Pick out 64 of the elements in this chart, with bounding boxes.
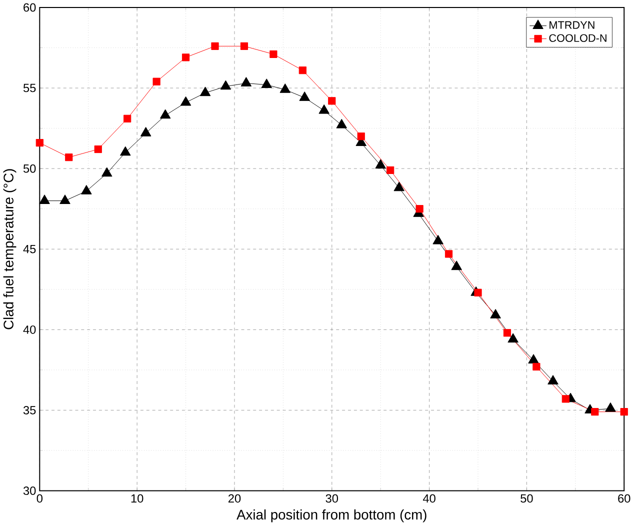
x-tick-label: 30 bbox=[326, 494, 338, 503]
legend-label: MTRDYN bbox=[550, 21, 594, 29]
x-tick-label: 20 bbox=[228, 494, 241, 503]
point bbox=[451, 260, 462, 270]
point bbox=[182, 54, 190, 62]
point bbox=[160, 109, 171, 119]
x-tick-label: 40 bbox=[422, 494, 436, 503]
point bbox=[60, 194, 70, 204]
y-tick-label: 30 bbox=[23, 486, 36, 496]
point bbox=[444, 250, 453, 258]
y-tick-label: 35 bbox=[23, 406, 36, 415]
point bbox=[394, 182, 404, 192]
point bbox=[416, 205, 424, 213]
x-tick-label: 10 bbox=[131, 494, 144, 503]
x-tick-label: 50 bbox=[520, 494, 533, 503]
y-axis-title: Clad fuel temperature (°C) bbox=[3, 169, 16, 330]
point bbox=[140, 127, 152, 137]
point bbox=[152, 78, 160, 86]
point bbox=[386, 166, 394, 174]
y-tick-label: 50 bbox=[23, 164, 36, 173]
point bbox=[532, 363, 540, 371]
point bbox=[270, 50, 278, 58]
y-tick-label: 45 bbox=[23, 245, 36, 254]
point bbox=[591, 408, 599, 416]
y-tick-label: 40 bbox=[23, 326, 36, 334]
point bbox=[562, 395, 570, 403]
point bbox=[200, 86, 211, 96]
point bbox=[65, 154, 73, 162]
point bbox=[101, 167, 112, 177]
point bbox=[508, 333, 518, 343]
point bbox=[605, 402, 616, 412]
point bbox=[261, 78, 272, 88]
point bbox=[298, 66, 306, 74]
point bbox=[548, 375, 558, 385]
y-tick-label: 60 bbox=[24, 3, 36, 12]
point bbox=[336, 119, 348, 128]
point bbox=[36, 139, 44, 147]
point bbox=[180, 96, 192, 106]
point bbox=[220, 80, 232, 90]
point bbox=[357, 132, 365, 140]
legend-label: COOLOD-N bbox=[549, 34, 606, 42]
point bbox=[503, 329, 512, 337]
point bbox=[39, 194, 50, 204]
point bbox=[432, 235, 444, 244]
x-tick-label: 0 bbox=[36, 494, 42, 503]
x-axis-title: Axial position from bottom (cm) bbox=[236, 510, 426, 522]
x-tick-label: 60 bbox=[618, 494, 630, 503]
point bbox=[328, 97, 336, 105]
point bbox=[299, 92, 310, 102]
point bbox=[81, 185, 92, 195]
point bbox=[240, 42, 248, 50]
point bbox=[120, 146, 131, 156]
point bbox=[474, 288, 482, 297]
y-tick-label: 55 bbox=[23, 84, 36, 92]
point bbox=[318, 104, 330, 114]
point bbox=[240, 77, 252, 87]
point bbox=[528, 354, 539, 364]
point bbox=[490, 309, 501, 319]
point bbox=[620, 408, 628, 416]
point bbox=[94, 146, 102, 154]
point bbox=[280, 84, 291, 94]
point bbox=[211, 42, 219, 50]
point bbox=[124, 115, 132, 123]
point bbox=[375, 159, 386, 169]
